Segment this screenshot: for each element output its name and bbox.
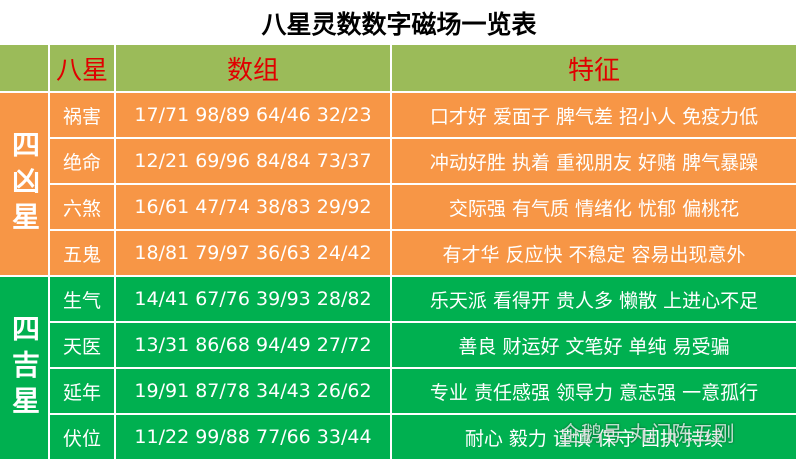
traits: 专业 责任感强 领导力 意志强 一意孤行: [392, 369, 798, 415]
traits: 有才华 反应快 不稳定 容易出现意外: [392, 231, 798, 277]
header-cell: 特征: [392, 45, 798, 93]
star-name: 祸害: [50, 93, 116, 139]
star-name: 天医: [50, 323, 116, 369]
traits: 交际强 有气质 情绪化 忧郁 偏桃花: [392, 185, 798, 231]
star-name: 五鬼: [50, 231, 116, 277]
group-label: 四凶星: [0, 93, 50, 277]
title: 八星灵数数字磁场一览表: [261, 9, 537, 39]
numbers: 19/91 87/78 34/43 26/62: [116, 369, 392, 415]
numbers: 18/81 79/97 36/63 24/42: [116, 231, 392, 277]
header-cell: 八星: [50, 45, 116, 93]
header-cell: 数组: [116, 45, 392, 93]
numbers: 14/41 67/76 39/93 28/82: [116, 277, 392, 323]
numbers: 16/61 47/74 38/83 29/92: [116, 185, 392, 231]
traits: 善良 财运好 文笔好 单纯 易受骗: [392, 323, 798, 369]
traits: 乐天派 看得开 贵人多 懒散 上进心不足: [392, 277, 798, 323]
numbers: 11/22 99/88 77/66 33/44: [116, 415, 392, 461]
group-label: 四吉星: [0, 277, 50, 461]
star-name: 绝命: [50, 139, 116, 185]
star-name: 延年: [50, 369, 116, 415]
numbers: 13/31 86/68 94/49 27/72: [116, 323, 392, 369]
star-name: 伏位: [50, 415, 116, 461]
traits: 口才好 爱面子 脾气差 招小人 免疫力低: [392, 93, 798, 139]
star-name: 生气: [50, 277, 116, 323]
numbers: 12/21 69/96 84/84 73/37: [116, 139, 392, 185]
star-name: 六煞: [50, 185, 116, 231]
numbers: 17/71 98/89 64/46 32/23: [116, 93, 392, 139]
header-blank: [0, 45, 50, 93]
traits: 耐心 毅力 谨慎 保守 固执 持续: [392, 415, 798, 461]
watermark: 企鹅号 丸门陈五刚: [560, 422, 735, 446]
traits: 冲动好胜 执着 重视朋友 好赌 脾气暴躁: [392, 139, 798, 185]
